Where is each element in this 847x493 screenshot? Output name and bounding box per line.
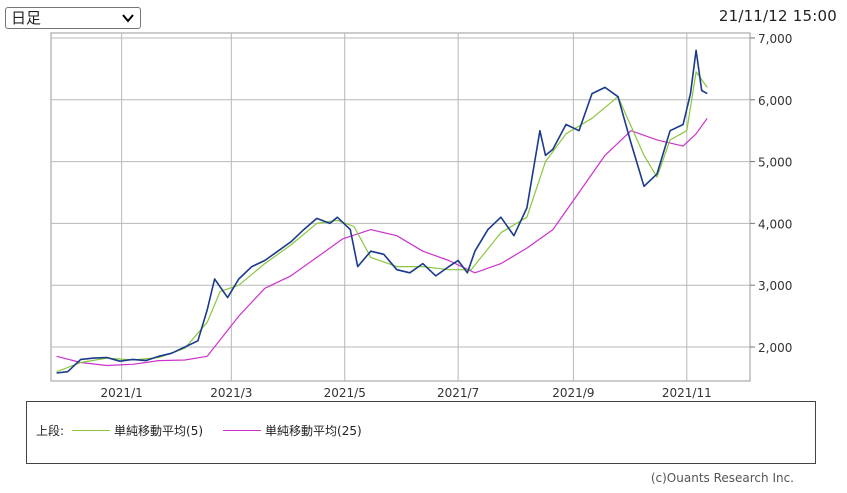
x-tick-label: 2021/11 [662, 386, 712, 400]
legend-section-label: 上段: [36, 424, 65, 438]
legend-label-ma25: 単純移動平均(25) [265, 424, 362, 438]
chart-datetime: 21/11/12 15:00 [718, 7, 837, 25]
y-tick-label: 3,000 [758, 279, 792, 293]
ma25-swatch [223, 430, 262, 431]
x-tick-label: 2021/5 [324, 386, 366, 400]
y-tick-label: 7,000 [758, 32, 792, 46]
x-tick-label: 2021/9 [552, 386, 594, 400]
legend-label-ma5: 単純移動平均(5) [114, 424, 204, 438]
copyright-text: (c)Ouants Research Inc. [650, 471, 794, 485]
ma5-swatch [72, 430, 111, 431]
y-tick-label: 2,000 [758, 341, 792, 355]
series-line-price [56, 49, 708, 374]
period-select[interactable]: 日足 [5, 7, 141, 29]
legend-item-ma25: 単純移動平均(25) [223, 422, 362, 439]
legend-item-ma5: 単純移動平均(5) [72, 422, 203, 439]
x-tick-label: 2021/1 [101, 386, 143, 400]
plot-area [50, 32, 751, 382]
y-tick-label: 5,000 [758, 156, 792, 170]
legend-row: 上段: 単純移動平均(5) 単純移動平均(25) [36, 422, 362, 439]
price-chart: 7,000 6,000 5,000 4,000 3,000 2,000 2021/1 2021… [50, 32, 792, 400]
chevron-down-icon [122, 14, 134, 23]
series-line-ma5 [56, 71, 708, 373]
legend-box: 上段: 単純移動平均(5) 単純移動平均(25) [26, 401, 816, 464]
y-tick-label: 6,000 [758, 94, 792, 108]
series-line-ma25 [56, 117, 708, 367]
x-tick-label: 2021/7 [437, 386, 479, 400]
y-tick-label: 4,000 [758, 217, 792, 231]
x-tick-label: 2021/3 [210, 386, 252, 400]
period-select-value: 日足 [11, 9, 42, 27]
